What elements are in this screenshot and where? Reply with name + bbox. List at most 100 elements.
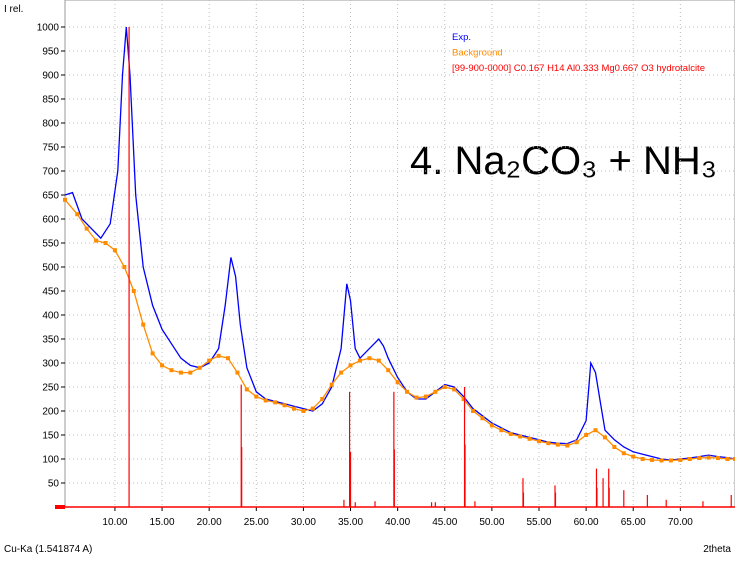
x-tick-label: 55.00 bbox=[526, 517, 551, 528]
data-marker bbox=[112, 248, 117, 253]
data-marker bbox=[216, 353, 221, 358]
data-marker bbox=[489, 423, 494, 428]
data-marker bbox=[75, 212, 80, 217]
data-marker bbox=[63, 197, 67, 202]
y-tick-label: 150 bbox=[42, 431, 59, 442]
annotation: 4. Na₂CO₃ + NH₃ bbox=[410, 139, 717, 183]
data-marker bbox=[273, 400, 278, 405]
y-tick-label: 900 bbox=[42, 71, 59, 82]
data-marker bbox=[452, 387, 457, 392]
data-marker bbox=[103, 241, 108, 245]
x-tick-label: 70.00 bbox=[668, 517, 693, 528]
data-marker bbox=[197, 365, 202, 370]
data-marker bbox=[668, 458, 673, 463]
y-tick-label: 650 bbox=[42, 191, 59, 202]
data-marker bbox=[357, 358, 362, 363]
data-marker bbox=[621, 451, 626, 456]
data-marker bbox=[263, 398, 268, 403]
data-marker bbox=[226, 356, 231, 361]
y-tick-label: 200 bbox=[42, 407, 59, 418]
data-marker bbox=[687, 457, 692, 461]
data-marker bbox=[282, 403, 287, 408]
data-marker bbox=[235, 370, 240, 375]
legend-entry: Background bbox=[452, 48, 503, 59]
data-marker bbox=[169, 368, 174, 373]
y-tick-label: 350 bbox=[42, 335, 59, 346]
data-marker bbox=[716, 456, 721, 461]
data-marker bbox=[94, 238, 99, 243]
data-marker bbox=[386, 368, 391, 373]
legend-entry: [99-900-0000] C0.167 H14 Al0.333 Mg0.667… bbox=[452, 63, 705, 74]
y-axis-label: I rel. bbox=[4, 4, 23, 15]
data-marker bbox=[160, 363, 165, 368]
data-marker bbox=[244, 387, 249, 392]
y-tick-label: 300 bbox=[42, 359, 59, 370]
y-tick-label: 800 bbox=[42, 119, 59, 130]
data-marker bbox=[480, 416, 485, 421]
y-tick-label: 1000 bbox=[37, 23, 60, 34]
data-marker bbox=[565, 443, 570, 448]
y-tick-label: 950 bbox=[42, 47, 59, 58]
data-marker bbox=[376, 358, 381, 363]
y-tick-label: 600 bbox=[42, 215, 59, 226]
data-marker bbox=[291, 406, 296, 411]
data-marker bbox=[527, 436, 532, 441]
x-tick-label: 65.00 bbox=[621, 517, 646, 528]
data-marker bbox=[518, 434, 523, 439]
data-marker bbox=[310, 406, 315, 411]
data-marker bbox=[433, 389, 438, 394]
data-marker bbox=[329, 382, 334, 387]
data-marker bbox=[301, 409, 306, 413]
data-marker bbox=[602, 435, 607, 440]
y-tick-label: 550 bbox=[42, 239, 59, 250]
x-tick-label: 25.00 bbox=[244, 517, 269, 528]
x-tick-label: 30.00 bbox=[291, 517, 316, 528]
data-marker bbox=[574, 440, 579, 445]
data-marker bbox=[320, 397, 325, 401]
data-marker bbox=[593, 428, 598, 433]
data-marker bbox=[584, 433, 589, 437]
data-marker bbox=[84, 226, 89, 231]
y-tick-label: 400 bbox=[42, 311, 59, 322]
data-marker bbox=[733, 457, 735, 461]
footer: Cu-Ka (1.541874 A) bbox=[4, 544, 92, 555]
data-marker bbox=[640, 457, 645, 461]
y-tick-label: 100 bbox=[42, 455, 59, 466]
x-tick-label: 50.00 bbox=[479, 517, 504, 528]
data-marker bbox=[414, 395, 419, 400]
data-marker bbox=[405, 389, 410, 394]
data-marker bbox=[348, 363, 353, 368]
data-marker bbox=[461, 397, 466, 401]
y-tick-label: 50 bbox=[48, 479, 60, 490]
data-marker bbox=[141, 322, 146, 327]
x-tick-label: 35.00 bbox=[338, 517, 363, 528]
data-marker bbox=[508, 432, 513, 437]
x-tick-label: 15.00 bbox=[150, 517, 175, 528]
data-marker bbox=[678, 457, 683, 462]
data-marker bbox=[555, 442, 560, 447]
data-marker bbox=[471, 409, 476, 413]
data-marker bbox=[612, 445, 617, 449]
y-tick-label: 850 bbox=[42, 95, 59, 106]
data-marker bbox=[631, 454, 636, 459]
data-marker bbox=[536, 439, 541, 444]
data-marker bbox=[207, 358, 212, 363]
data-marker bbox=[188, 370, 193, 375]
y-tick-label: 500 bbox=[42, 263, 59, 274]
data-marker bbox=[499, 428, 504, 433]
data-line bbox=[64, 26, 735, 461]
data-marker bbox=[697, 456, 702, 461]
data-marker bbox=[423, 394, 428, 399]
x-tick-label: 10.00 bbox=[102, 517, 127, 528]
data-marker bbox=[659, 458, 664, 463]
y-tick-label: 750 bbox=[42, 143, 59, 154]
data-marker bbox=[131, 289, 136, 293]
data-marker bbox=[254, 394, 259, 399]
data-marker bbox=[725, 457, 730, 461]
x-tick-label: 20.00 bbox=[197, 517, 222, 528]
x-axis-label: 2theta bbox=[703, 544, 731, 555]
x-tick-label: 45.00 bbox=[432, 517, 457, 528]
data-marker bbox=[706, 455, 711, 460]
data-marker bbox=[546, 441, 551, 446]
